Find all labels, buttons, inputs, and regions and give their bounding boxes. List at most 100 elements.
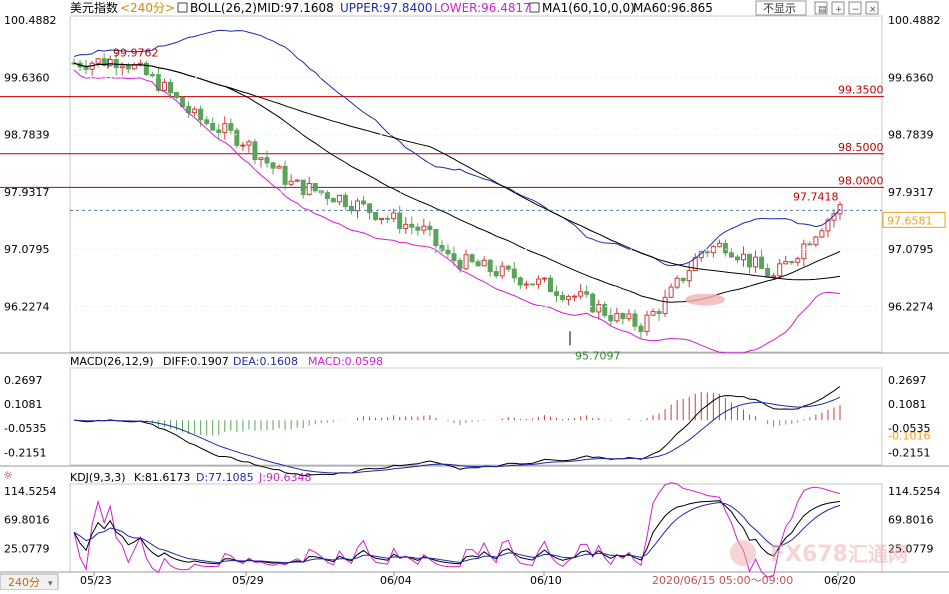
price-y-tick-left: 97.0795 bbox=[4, 243, 50, 256]
candle-body bbox=[373, 211, 379, 221]
candle-body bbox=[475, 261, 481, 267]
candle-body bbox=[505, 265, 511, 270]
candle-body bbox=[638, 325, 644, 332]
candle-body bbox=[740, 253, 746, 261]
candle-body bbox=[614, 313, 620, 322]
candle-body bbox=[240, 144, 246, 147]
candle-body bbox=[149, 74, 155, 77]
close-panel-icon[interactable] bbox=[865, 1, 879, 15]
candle-body bbox=[632, 313, 638, 327]
watermark-text: FX678 bbox=[770, 542, 848, 567]
kdj-d-line bbox=[73, 501, 841, 564]
candle-body bbox=[813, 236, 819, 246]
price-y-tick-left: 100.4882 bbox=[4, 14, 57, 27]
candle-body bbox=[650, 311, 656, 316]
candle-body bbox=[155, 74, 161, 91]
candle-body bbox=[584, 291, 590, 295]
boll-toggle-icon[interactable] bbox=[177, 2, 188, 13]
x-axis-label: 06/10 bbox=[530, 574, 562, 587]
candle-body bbox=[499, 265, 505, 277]
candle-body bbox=[819, 230, 825, 238]
recent-high-annotation: 97.7418 bbox=[793, 191, 839, 204]
macd-y-tick-right: 0.1081 bbox=[888, 398, 927, 411]
price-y-tick-right: 97.9317 bbox=[888, 186, 934, 199]
period-label[interactable]: <240分> bbox=[120, 1, 175, 15]
zoom-in-icon-glyph: + bbox=[835, 5, 843, 15]
kdj-k-line bbox=[73, 500, 841, 565]
candle-body bbox=[294, 179, 300, 182]
zoom-out-icon[interactable] bbox=[848, 1, 862, 15]
candle-body bbox=[348, 206, 354, 212]
settings-icon[interactable] bbox=[814, 1, 828, 15]
candle-body bbox=[759, 256, 765, 270]
candle-body bbox=[143, 62, 149, 76]
current-price-tag bbox=[882, 211, 946, 228]
candle-body bbox=[602, 304, 608, 316]
ma-label: MA1(60,10,0,0) bbox=[542, 1, 635, 15]
price-y-tick-right: 100.4882 bbox=[888, 14, 941, 27]
candle-body bbox=[433, 229, 439, 246]
candle-body bbox=[529, 283, 535, 286]
ma-toggle-icon[interactable] bbox=[529, 2, 540, 13]
candle-body bbox=[716, 242, 722, 248]
candle-body bbox=[216, 129, 222, 133]
kdj-k: K:81.6173 bbox=[134, 471, 190, 484]
candle-body bbox=[517, 277, 523, 286]
macd-layer: -0.1016 bbox=[73, 385, 930, 477]
candle-body bbox=[451, 253, 457, 262]
macd-y-tick-left: -0.2151 bbox=[4, 446, 46, 459]
candle-body bbox=[168, 81, 174, 94]
candle-body bbox=[704, 251, 710, 254]
macd-y-tick-right: 0.2697 bbox=[888, 374, 927, 387]
candle-body bbox=[270, 162, 276, 169]
candle-body bbox=[547, 277, 553, 293]
candle-body bbox=[354, 200, 360, 212]
candle-body bbox=[391, 212, 397, 220]
macd-diff-line bbox=[73, 385, 841, 477]
candle-body bbox=[765, 268, 771, 278]
candle-body bbox=[258, 157, 264, 161]
boll-upper-line bbox=[73, 29, 841, 267]
candle-body bbox=[668, 286, 674, 298]
candle-body bbox=[560, 295, 566, 300]
candle-body bbox=[747, 253, 753, 268]
x-axis-label: 05/23 bbox=[80, 574, 112, 587]
candle-body bbox=[783, 261, 789, 265]
mid-label: MID:97.1608 bbox=[257, 1, 334, 15]
candle-body bbox=[234, 129, 240, 146]
candle-body bbox=[789, 261, 795, 264]
symbol-title: 美元指数 bbox=[70, 0, 118, 15]
candle-body bbox=[686, 270, 692, 282]
candle-body bbox=[101, 58, 107, 66]
candle-body bbox=[439, 244, 445, 251]
zoom-in-icon[interactable] bbox=[831, 1, 845, 15]
kdj-settings-icon[interactable]: ☼ bbox=[3, 469, 13, 482]
upper-label: UPPER:97.8400 bbox=[340, 1, 432, 15]
zoom-out-icon-glyph: − bbox=[852, 5, 860, 15]
candle-body bbox=[324, 192, 330, 200]
candle-body bbox=[463, 254, 469, 270]
close-panel-icon-glyph: × bbox=[869, 5, 877, 15]
candle-body bbox=[541, 277, 547, 280]
x-axis-label: 06/04 bbox=[380, 574, 412, 587]
candle-body bbox=[572, 295, 578, 298]
candle-body bbox=[728, 252, 734, 258]
candle-body bbox=[457, 260, 463, 270]
candle-body bbox=[554, 291, 560, 297]
candle-body bbox=[644, 314, 650, 332]
kdj-j-line bbox=[73, 482, 841, 578]
candle-body bbox=[300, 179, 306, 195]
candle-body bbox=[385, 217, 391, 220]
candle-body bbox=[608, 314, 614, 322]
kdj-title: KDJ(9,3,3) bbox=[70, 471, 126, 484]
candle-body bbox=[282, 165, 288, 185]
period-dropdown-icon: ▾ bbox=[48, 579, 53, 589]
candle-body bbox=[535, 278, 541, 285]
candle-body bbox=[620, 313, 626, 320]
macd-y-tick-right: -0.0535 bbox=[888, 422, 930, 435]
candle-body bbox=[361, 200, 367, 205]
candle-body bbox=[469, 254, 475, 263]
hide-indicator-button[interactable] bbox=[755, 0, 807, 16]
watermark-sub: 汇通网 bbox=[848, 542, 908, 566]
